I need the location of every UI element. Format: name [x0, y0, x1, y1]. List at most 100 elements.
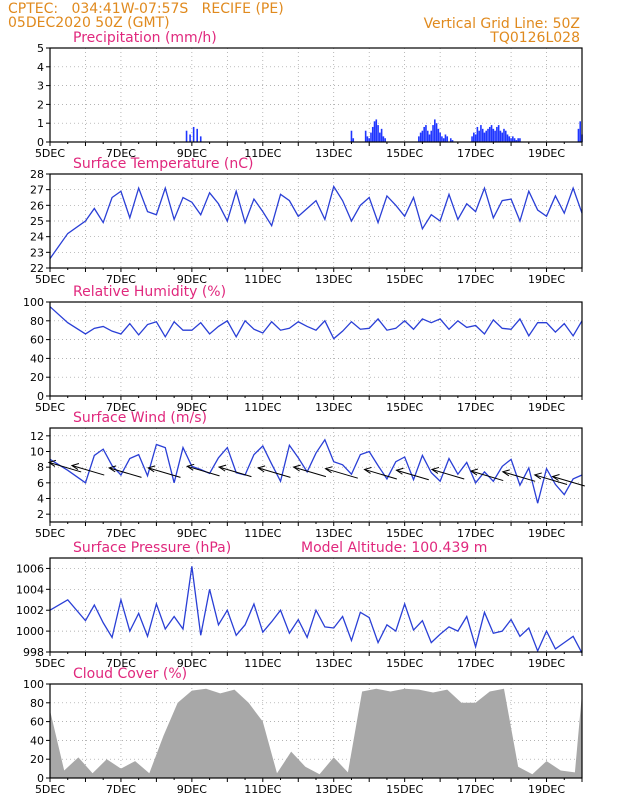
wind-xtick-label: 13DEC [315, 527, 352, 540]
precip-bar [496, 126, 498, 142]
precip-bar [579, 121, 582, 142]
humidity-xtick-label: 5DEC [35, 401, 65, 414]
precip-bar [423, 126, 425, 142]
humidity-xtick-label: 11DEC [244, 401, 281, 414]
precip-bar [478, 130, 480, 142]
temp-xtick-label: 9DEC [177, 273, 207, 286]
temp-ytick-label: 27 [30, 184, 44, 197]
precip-bar [352, 138, 355, 142]
wind-xtick-label: 11DEC [244, 527, 281, 540]
humidity-title: Relative Humidity (%) [73, 284, 226, 300]
humidity-line [49, 306, 583, 340]
temp-xtick-label: 13DEC [315, 273, 352, 286]
wind-xtick-label: 7DEC [106, 527, 136, 540]
precip-bar [421, 130, 424, 142]
temp-ytick-label: 24 [30, 231, 44, 244]
wind-arrow-head [363, 466, 372, 474]
pressure-annotation: Model Altitude: 100.439 m [301, 540, 487, 556]
precip-xtick-label: 17DEC [457, 147, 494, 160]
humidity-xtick-label: 15DEC [386, 401, 423, 414]
precip-bar [481, 128, 484, 142]
wind-arrow-head [217, 464, 227, 472]
precip-bar [189, 134, 191, 142]
wind-arrow-head [395, 467, 404, 475]
precip-bar [199, 136, 202, 142]
wind-arrow-head [324, 466, 333, 474]
precip-bar [434, 119, 436, 142]
precip-bar [444, 134, 447, 142]
precip-bar [437, 128, 440, 142]
pressure-xtick-label: 15DEC [386, 657, 423, 670]
humidity-ytick-label: 0 [37, 390, 44, 403]
pressure-title: Surface Pressure (hPa) [73, 540, 231, 556]
temp-xtick-label: 5DEC [35, 273, 65, 286]
precip-bar [371, 126, 374, 142]
cloud-xtick-label: 15DEC [386, 783, 423, 796]
wind-arrow [71, 465, 105, 476]
precip-frame [49, 47, 583, 143]
precip-bar [512, 136, 514, 142]
precip-bar [425, 125, 427, 142]
pressure-line [49, 566, 583, 654]
wind-arrow-head [501, 469, 510, 477]
precip-bar [350, 130, 353, 142]
temp-xtick-label: 15DEC [386, 273, 423, 286]
precip-bar [373, 121, 376, 142]
header-station: CPTEC: 034:41W-07:57S RECIFE (PE) [8, 1, 284, 17]
pressure-ytick-label: 1000 [16, 625, 44, 638]
precip-bar [439, 132, 441, 142]
precip-ytick-label: 1 [37, 117, 44, 130]
precip-bar [196, 128, 198, 142]
temp-xtick-label: 11DEC [244, 273, 281, 286]
precip-xtick-label: 5DEC [35, 147, 65, 160]
wind-arrow [109, 467, 142, 478]
precip-xtick-label: 11DEC [244, 147, 281, 160]
cloud-xtick-label: 17DEC [457, 783, 494, 796]
precip-bar [517, 138, 519, 142]
wind-arrow [218, 466, 252, 478]
pressure-frame [49, 557, 583, 653]
precip-bar [446, 136, 449, 142]
precip-bar [366, 136, 369, 142]
precip-ytick-label: 3 [37, 80, 44, 93]
header-model: TQ0126L028 [490, 30, 580, 46]
precip-bar [435, 123, 438, 142]
wind-arrow [148, 467, 181, 478]
wind-arrow-head [292, 464, 301, 472]
wind-arrow [364, 468, 397, 480]
header-datetime: 05DEC2020 50Z (GMT) [8, 15, 170, 31]
cloud-xtick-label: 5DEC [35, 783, 65, 796]
cloud-xtick-label: 11DEC [244, 783, 281, 796]
temp-line [49, 184, 583, 259]
temp-ytick-label: 28 [30, 168, 44, 181]
humidity-xtick-label: 17DEC [457, 401, 494, 414]
header-grid-info: Vertical Grid Line: 50Z [423, 16, 580, 32]
temp-xtick-label: 17DEC [457, 273, 494, 286]
pressure-xtick-label: 5DEC [35, 657, 65, 670]
pressure-xtick-label: 7DEC [106, 657, 136, 670]
wind-ytick-label: 12 [30, 430, 44, 443]
precip-bar [428, 134, 431, 142]
pressure-ytick-label: 1002 [16, 604, 44, 617]
wind-arrow-head [186, 463, 195, 471]
pressure-xtick-label: 9DEC [177, 657, 207, 670]
precip-bar [370, 132, 372, 142]
precip-bar [377, 125, 379, 142]
wind-ytick-label: 10 [30, 446, 44, 459]
precip-bar [375, 119, 378, 142]
wind-arrow-head [533, 472, 542, 480]
cloud-area [50, 688, 582, 778]
pressure-ytick-label: 1006 [16, 562, 44, 575]
precip-ytick-label: 0 [37, 136, 44, 149]
temp-ytick-label: 23 [30, 246, 44, 259]
cloud-xtick-label: 19DEC [528, 783, 565, 796]
cloud-xtick-label: 13DEC [315, 783, 352, 796]
humidity-xtick-label: 13DEC [315, 401, 352, 414]
wind-arrow [257, 467, 291, 478]
wind-frame [49, 427, 583, 523]
wind-ytick-label: 4 [37, 493, 44, 506]
precip-bar [379, 132, 381, 142]
precip-xtick-label: 7DEC [106, 147, 136, 160]
precip-bar [503, 128, 505, 142]
precip-bar [501, 132, 503, 142]
